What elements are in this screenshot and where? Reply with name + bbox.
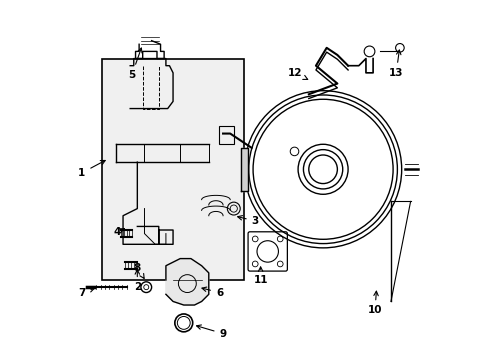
Text: 7: 7 bbox=[78, 288, 94, 297]
Polygon shape bbox=[241, 148, 247, 191]
Text: 8: 8 bbox=[133, 262, 144, 278]
Bar bbox=[102, 59, 244, 280]
Text: 9: 9 bbox=[196, 325, 226, 339]
Polygon shape bbox=[165, 258, 208, 305]
Text: 10: 10 bbox=[367, 291, 382, 315]
Text: 5: 5 bbox=[128, 48, 142, 80]
Text: 2: 2 bbox=[133, 270, 141, 292]
Text: 1: 1 bbox=[78, 161, 105, 178]
Text: 12: 12 bbox=[287, 68, 307, 80]
Text: 11: 11 bbox=[253, 267, 267, 285]
Bar bbox=[219, 126, 233, 144]
Text: 4: 4 bbox=[114, 227, 124, 237]
Text: 3: 3 bbox=[237, 216, 258, 226]
Text: 6: 6 bbox=[202, 287, 223, 297]
Text: 13: 13 bbox=[388, 50, 403, 78]
